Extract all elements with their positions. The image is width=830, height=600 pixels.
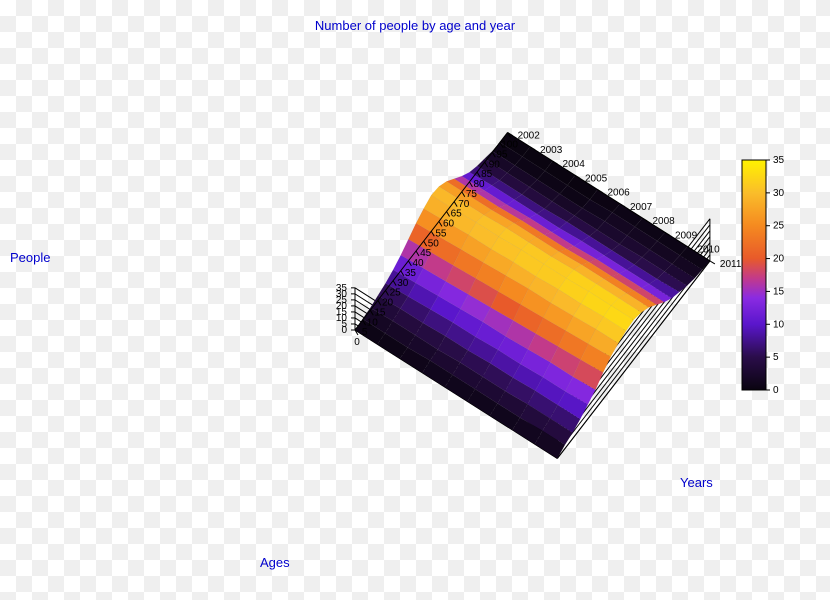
- svg-text:45: 45: [420, 248, 432, 259]
- svg-text:2006: 2006: [607, 188, 630, 199]
- svg-text:70: 70: [458, 199, 470, 210]
- surface3d-svg: 0510152025303505101520253035404550556065…: [0, 0, 830, 600]
- svg-text:15: 15: [773, 286, 785, 297]
- svg-text:2004: 2004: [563, 159, 586, 170]
- svg-text:15: 15: [374, 307, 386, 318]
- svg-text:25: 25: [773, 221, 785, 232]
- svg-text:25: 25: [390, 288, 402, 299]
- svg-text:50: 50: [428, 238, 440, 249]
- svg-text:5: 5: [773, 352, 779, 363]
- svg-text:2005: 2005: [585, 173, 608, 184]
- svg-text:20: 20: [773, 254, 785, 265]
- svg-text:2002: 2002: [518, 131, 541, 142]
- colorbar: [742, 160, 766, 390]
- svg-text:100: 100: [501, 140, 518, 151]
- svg-text:2007: 2007: [630, 202, 653, 213]
- chart-stage: Number of people by age and year People …: [0, 0, 830, 600]
- svg-text:35: 35: [773, 155, 785, 166]
- svg-text:2008: 2008: [652, 216, 675, 227]
- svg-text:30: 30: [397, 278, 409, 289]
- svg-text:2011: 2011: [720, 259, 742, 270]
- svg-text:35: 35: [336, 283, 348, 294]
- svg-text:85: 85: [481, 169, 493, 180]
- svg-text:30: 30: [773, 188, 785, 199]
- svg-text:2003: 2003: [540, 145, 563, 156]
- svg-text:20: 20: [382, 298, 394, 309]
- svg-text:55: 55: [435, 228, 447, 239]
- svg-text:95: 95: [496, 149, 508, 160]
- svg-text:80: 80: [473, 179, 485, 190]
- svg-text:75: 75: [466, 189, 478, 200]
- svg-text:35: 35: [405, 268, 417, 279]
- svg-text:10: 10: [773, 319, 785, 330]
- svg-text:60: 60: [443, 219, 455, 230]
- svg-text:65: 65: [451, 209, 463, 220]
- svg-text:90: 90: [489, 159, 501, 170]
- svg-text:0: 0: [773, 385, 779, 396]
- svg-text:40: 40: [412, 258, 424, 269]
- svg-text:2009: 2009: [675, 230, 698, 241]
- svg-text:10: 10: [367, 317, 379, 328]
- svg-text:5: 5: [362, 327, 368, 338]
- svg-text:2010: 2010: [697, 245, 720, 256]
- svg-text:0: 0: [354, 337, 360, 348]
